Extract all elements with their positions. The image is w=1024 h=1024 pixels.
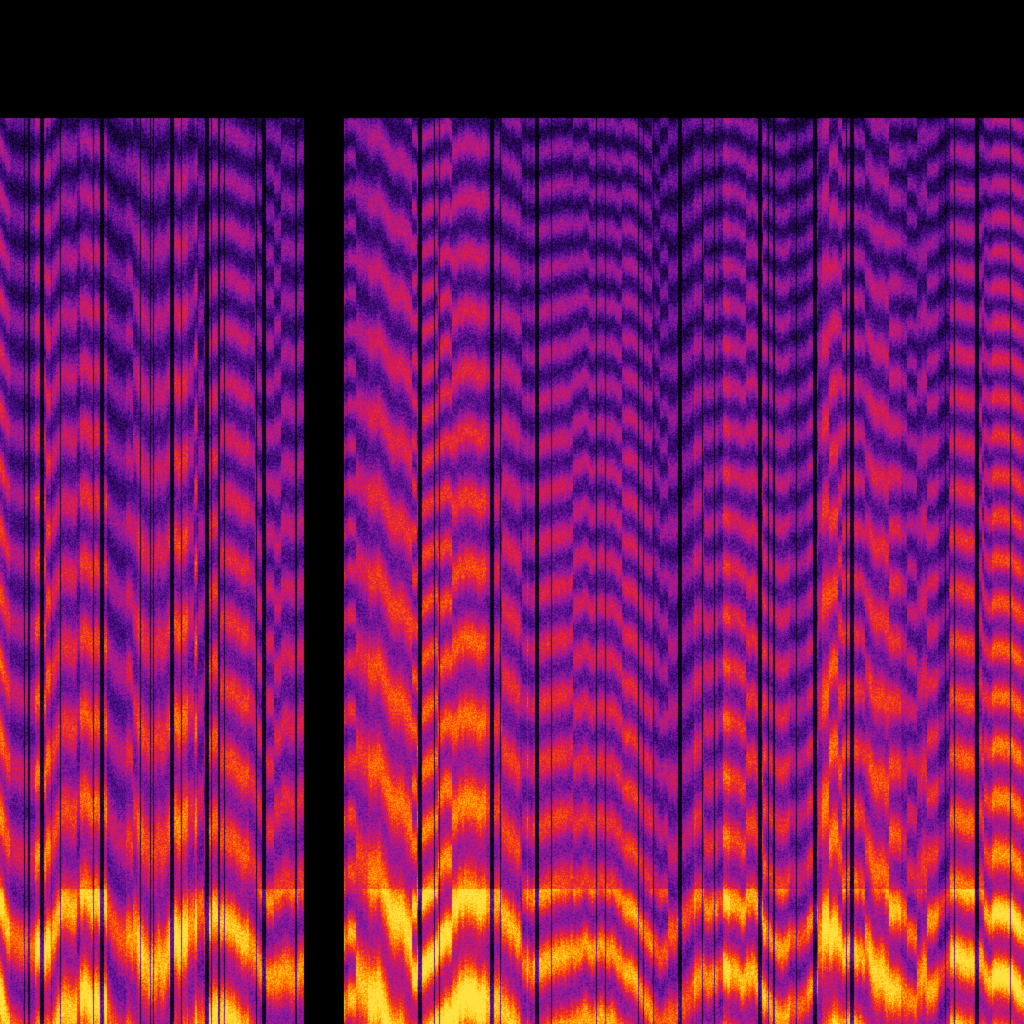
spectrogram-image xyxy=(0,0,1024,1024)
